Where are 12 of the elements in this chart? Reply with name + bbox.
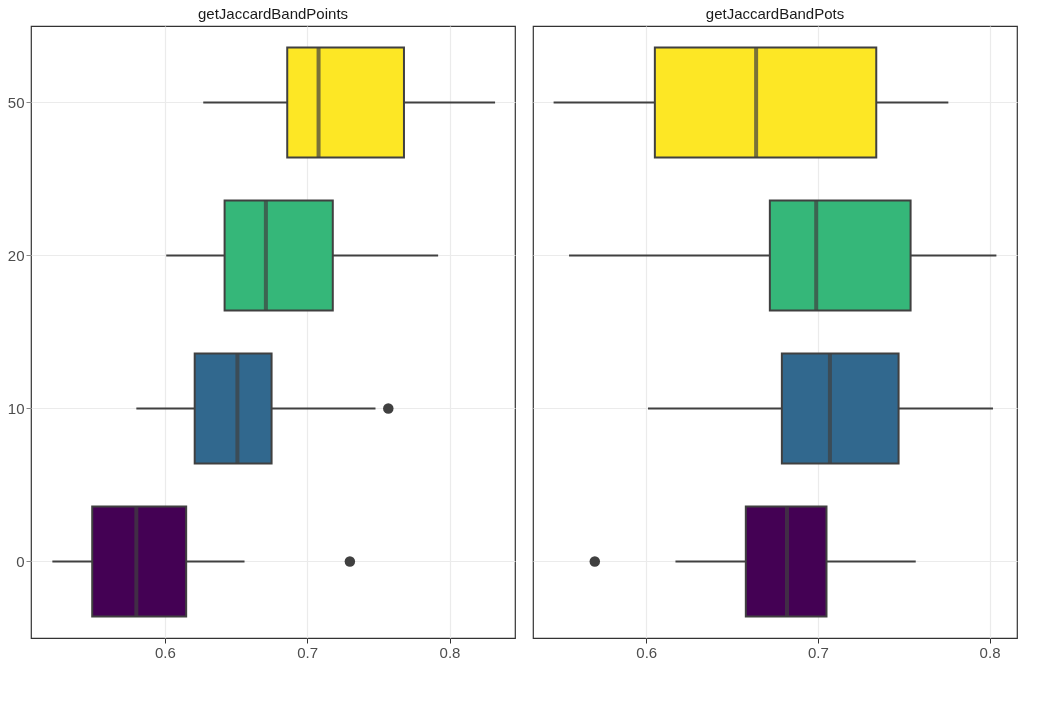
x-tick-label: 0.8 <box>439 643 461 661</box>
chart-title: getJaccardBandPoints <box>197 5 349 22</box>
x-tick-label: 0.8 <box>979 643 1001 661</box>
y-tick-label: 20 <box>7 246 25 264</box>
x-tick-label: 0.7 <box>297 643 319 661</box>
x-tick-label: 0.6 <box>154 643 176 661</box>
chart-title: getJaccardBandPots <box>705 5 845 22</box>
y-tick-label: 0 <box>16 552 25 570</box>
y-tick-label: 50 <box>7 93 25 111</box>
y-tick-label: 10 <box>7 399 25 417</box>
x-tick-label: 0.7 <box>807 643 829 661</box>
x-tick-label: 0.6 <box>636 643 658 661</box>
